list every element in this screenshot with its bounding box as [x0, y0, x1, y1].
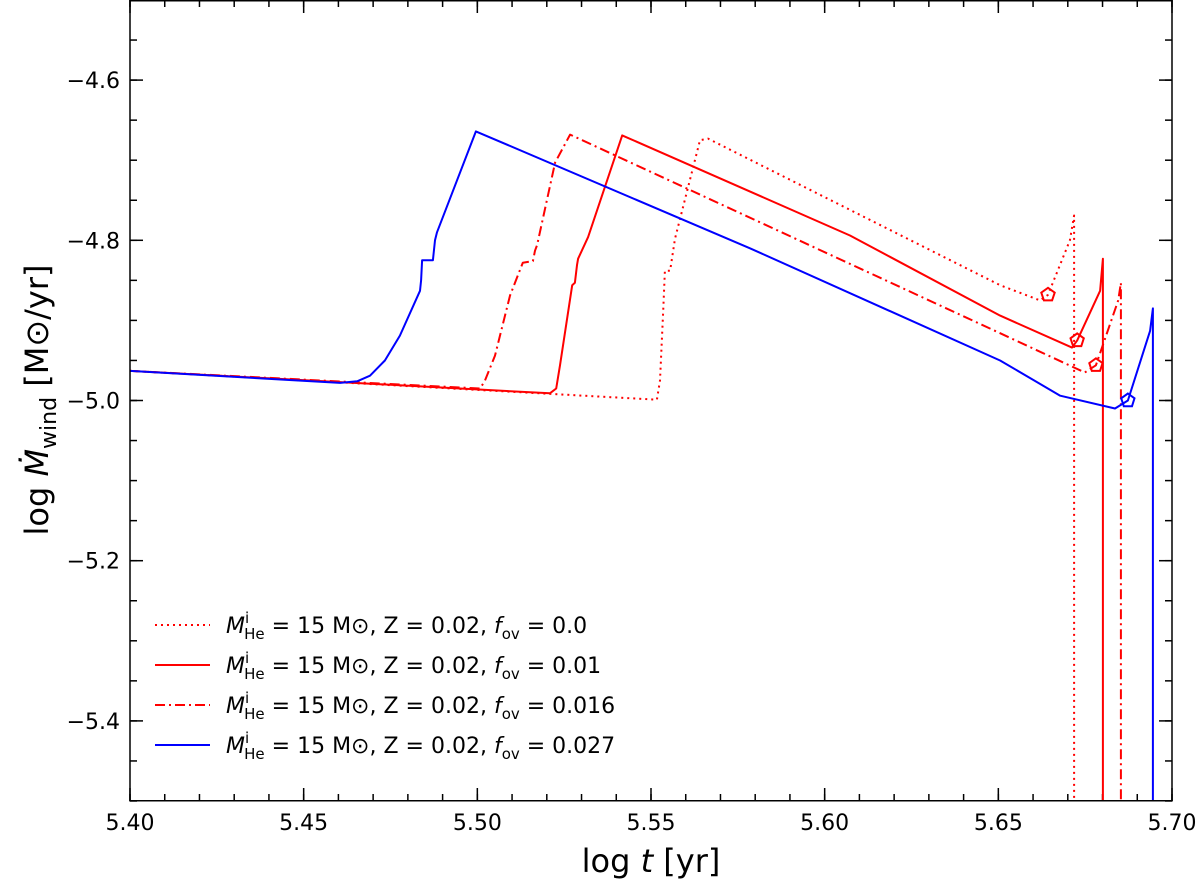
legend-entry: Mi He = 15 M⊙, Z = 0.02, fov = 0.0 [226, 609, 587, 643]
y-axis-label: log Ṁwind [M⊙/yr] [18, 264, 62, 535]
legend-entry: Mi He = 15 M⊙, Z = 0.02, fov = 0.027 [226, 729, 615, 763]
series-layer [130, 130, 1154, 801]
series-line-fov-0.016 [130, 133, 1122, 801]
pentagon-marker [1120, 392, 1136, 408]
y-tick-label: −4.8 [67, 229, 120, 254]
y-tick-label: −5.2 [67, 550, 120, 575]
legend-entry: Mi He = 15 M⊙, Z = 0.02, fov = 0.016 [226, 689, 615, 723]
legend: Mi He = 15 M⊙, Z = 0.02, fov = 0.0 Mi He = … [155, 609, 615, 763]
legend-entry: Mi He = 15 M⊙, Z = 0.02, fov = 0.01 [226, 649, 601, 683]
pentagon-marker [1040, 286, 1056, 302]
x-tick-label: 5.40 [106, 811, 155, 836]
y-tick-label: −4.6 [67, 69, 120, 94]
series-line-fov-0.027 [130, 130, 1154, 801]
x-tick-label: 5.60 [800, 811, 849, 836]
x-axis-label: log t [yr] [582, 842, 721, 880]
y-tick-label: −5.0 [67, 390, 120, 415]
pentagon-marker [1069, 332, 1085, 348]
series-line-fov-0.01 [130, 134, 1104, 801]
axis-ticks: 5.40 5.45 5.50 5.55 5.60 5.65 5.70 −4.6 −4.8 −5.0… [67, 0, 1197, 836]
pentagon-marker [1088, 357, 1104, 372]
plot-frame [129, 0, 1173, 802]
x-tick-label: 5.45 [279, 811, 328, 836]
x-tick-label: 5.55 [627, 811, 676, 836]
series-line-fov-0.0 [130, 137, 1076, 801]
x-tick-label: 5.50 [453, 811, 502, 836]
y-tick-label: −5.4 [67, 710, 120, 735]
x-tick-label: 5.65 [974, 811, 1023, 836]
x-tick-label: 5.70 [1148, 811, 1197, 836]
